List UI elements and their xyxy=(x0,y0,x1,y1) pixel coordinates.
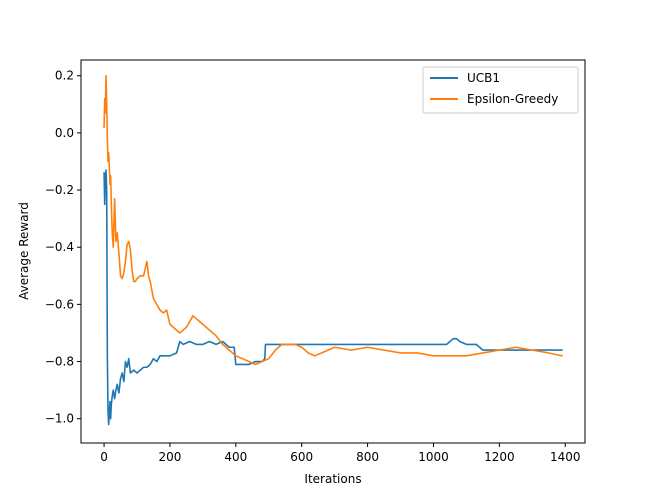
y-tick-label: 0.0 xyxy=(55,126,74,140)
y-tick-label: −0.2 xyxy=(45,183,74,197)
legend-label-ucb1: UCB1 xyxy=(467,71,500,85)
y-axis-label: Average Reward xyxy=(17,202,31,300)
y-axis: −1.0 −0.8 −0.6 −0.4 −0.2 0.0 0.2 xyxy=(45,69,81,426)
y-tick-label: −0.6 xyxy=(45,297,74,311)
legend-box xyxy=(422,66,579,114)
series-layer xyxy=(103,74,563,426)
y-tick-label: 0.2 xyxy=(55,69,74,83)
x-tick-label: 1200 xyxy=(484,450,515,464)
series-line-epsilon-greedy xyxy=(103,74,563,366)
x-tick-label: 1000 xyxy=(418,450,449,464)
x-tick-label: 400 xyxy=(224,450,247,464)
x-tick-label: 0 xyxy=(100,450,108,464)
legend-label-epsilon-greedy: Epsilon-Greedy xyxy=(467,92,558,106)
y-tick-label: −1.0 xyxy=(45,412,74,426)
y-tick-label: −0.8 xyxy=(45,355,74,369)
x-tick-label: 800 xyxy=(356,450,379,464)
x-tick-label: 200 xyxy=(158,450,181,464)
y-tick-label: −0.4 xyxy=(45,240,74,254)
x-axis: 0 200 400 600 800 1000 1200 1400 xyxy=(100,443,581,464)
legend: UCB1 Epsilon-Greedy xyxy=(422,66,579,114)
plot-area xyxy=(80,59,586,444)
series-line-ucb1 xyxy=(103,169,563,426)
x-tick-label: 1400 xyxy=(550,450,581,464)
axes-frame xyxy=(80,59,586,444)
x-axis-label: Iterations xyxy=(304,472,361,486)
x-tick-label: 600 xyxy=(290,450,313,464)
